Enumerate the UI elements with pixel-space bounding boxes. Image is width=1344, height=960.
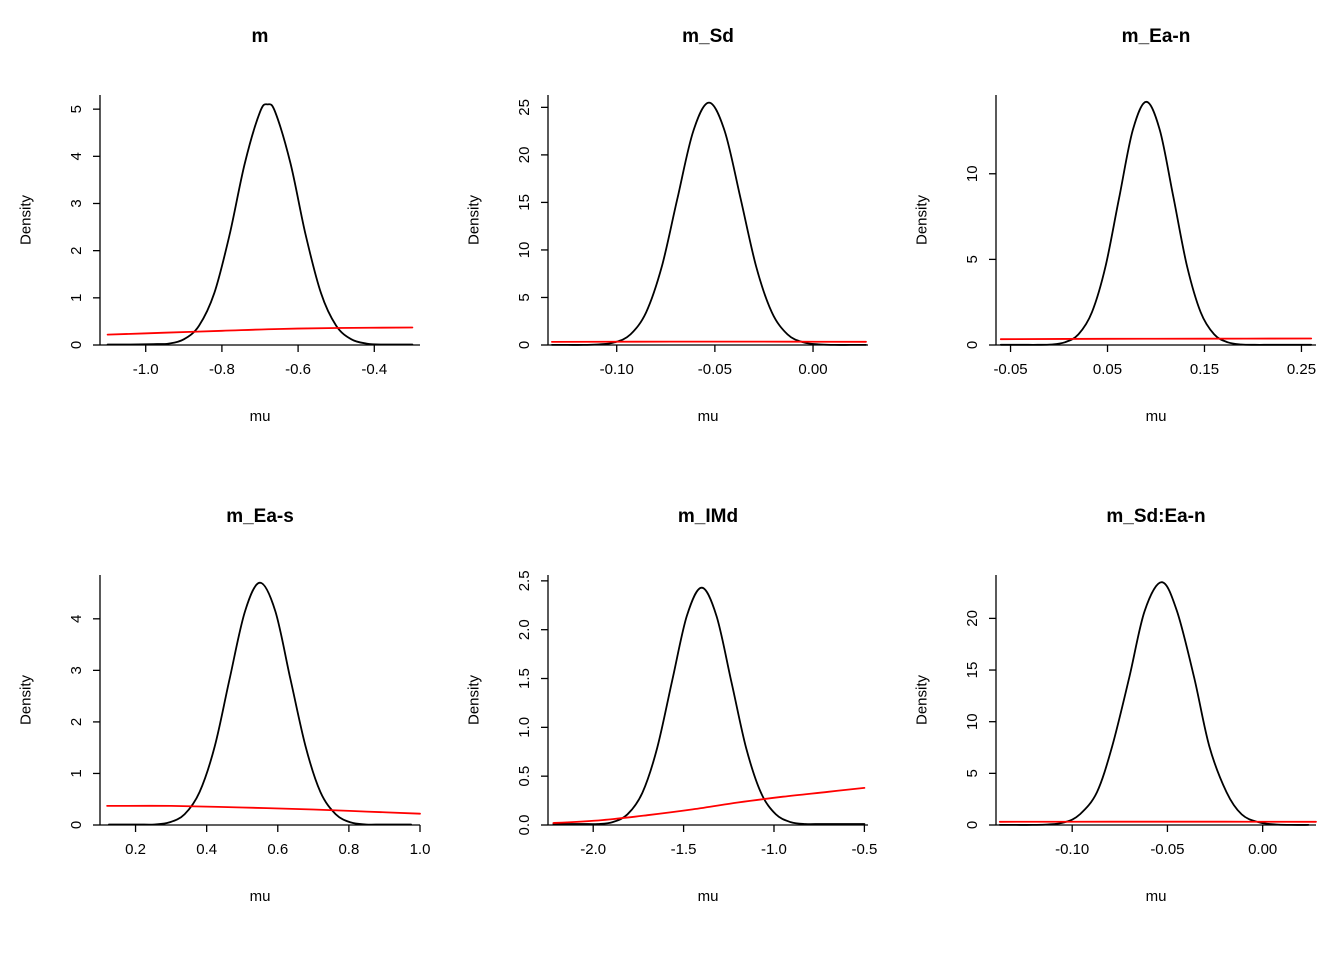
x-tick-label: -0.05	[993, 361, 1027, 378]
x-tick-label: -2.0	[580, 841, 606, 858]
y-axis-label: Density	[465, 194, 483, 246]
y-tick-label: 0	[516, 341, 533, 349]
x-axis-label: mu	[697, 888, 719, 905]
y-tick-label: 5	[964, 769, 981, 777]
x-tick-label: -0.8	[209, 361, 235, 378]
panel-title: m_Ea-s	[226, 506, 294, 527]
y-tick-label: 15	[964, 662, 981, 679]
y-tick-label: 10	[516, 242, 533, 259]
panel-m-imd: m_IMd -2.0 -1.5 -1.0 -0.5 0.0 0.5 1.0 1.5 2.0 2.5…	[448, 480, 896, 960]
x-tick-label: 1.0	[410, 841, 431, 858]
x-axis-label: mu	[697, 408, 719, 425]
x-tick-label: 0.4	[196, 841, 217, 858]
density-plot: -1.0 -0.8 -0.6 -0.4 0 1 2 3 4 5	[68, 95, 420, 378]
y-tick-label: 3	[68, 666, 85, 674]
x-tick-label: -0.05	[1150, 841, 1184, 858]
x-tick-label: 0.05	[1093, 361, 1122, 378]
x-tick-label: -1.0	[133, 361, 159, 378]
panel-title: m	[251, 26, 269, 47]
x-tick-label: -0.10	[600, 361, 634, 378]
y-tick-label: 20	[964, 610, 981, 627]
x-axis-label: mu	[249, 888, 271, 905]
posterior-density-curve	[106, 103, 414, 346]
panel-m: m -1.0 -0.8 -0.6 -0.4 0 1 2 3 4 5 Density mu	[0, 0, 448, 480]
y-tick-label: 2	[68, 718, 85, 726]
posterior-density-curve	[551, 101, 867, 346]
x-tick-label: 0.6	[267, 841, 288, 858]
x-tick-label: -1.0	[761, 841, 787, 858]
x-axis-label: mu	[1145, 888, 1167, 905]
panel-m-ea-s: m_Ea-s 0.2 0.4 0.6 0.8 1.0 0 1 2 3 4 Density mu	[0, 480, 448, 960]
x-tick-label: 0.00	[798, 361, 827, 378]
density-plot: -0.05 0.05 0.15 0.25 0 5 10	[964, 95, 1316, 378]
y-tick-label: 0	[68, 341, 85, 349]
y-tick-label: 1	[68, 294, 85, 302]
panel-title: m_IMd	[677, 506, 739, 527]
y-tick-label: 10	[964, 165, 981, 182]
y-tick-label: 5	[964, 255, 981, 263]
y-tick-label: 5	[68, 105, 85, 113]
x-tick-label: -0.05	[698, 361, 732, 378]
y-axis-label: Density	[17, 194, 35, 246]
x-tick-label: 0.8	[338, 841, 359, 858]
y-tick-label: 4	[68, 152, 85, 160]
panel-title: m_Sd:Ea-n	[1106, 506, 1206, 527]
y-tick-label: 15	[516, 194, 533, 211]
prior-density-curve	[106, 804, 421, 815]
posterior-density-curve	[999, 100, 1313, 346]
y-tick-label: 1.5	[516, 668, 533, 689]
x-tick-label: -0.10	[1055, 841, 1089, 858]
density-plot: 0.2 0.4 0.6 0.8 1.0 0 1 2 3 4	[68, 575, 431, 858]
y-tick-label: 2.5	[516, 570, 533, 591]
y-tick-label: 2	[68, 246, 85, 254]
posterior-density-curve	[998, 581, 1310, 826]
y-axis-label: Density	[17, 674, 35, 726]
y-tick-label: 0.0	[516, 815, 533, 836]
y-tick-label: 3	[68, 199, 85, 207]
x-tick-label: -1.5	[671, 841, 697, 858]
y-tick-label: 4	[68, 615, 85, 623]
y-tick-label: 1	[68, 769, 85, 777]
panel-m-sd: m_Sd -0.10 -0.05 0.00 0 5 10 15 20 25 Density mu	[448, 0, 896, 480]
density-plot: -2.0 -1.5 -1.0 -0.5 0.0 0.5 1.0 1.5 2.0 2.5	[516, 570, 877, 858]
panel-title: m_Sd	[682, 26, 734, 47]
y-tick-label: 0.5	[516, 766, 533, 787]
posterior-density-curve	[108, 581, 412, 826]
x-tick-label: 0.15	[1190, 361, 1219, 378]
y-tick-label: 1.0	[516, 717, 533, 738]
panel-title: m_Ea-n	[1121, 26, 1191, 47]
x-tick-label: 0.2	[125, 841, 146, 858]
y-axis-label: Density	[913, 674, 931, 726]
posterior-density-curve	[552, 586, 866, 826]
x-tick-label: -0.4	[361, 361, 387, 378]
density-plot: -0.10 -0.05 0.00 0 5 10 15 20 25	[516, 95, 868, 378]
y-tick-label: 5	[516, 293, 533, 301]
prior-density-curve	[106, 326, 414, 336]
x-tick-label: 0.00	[1248, 841, 1277, 858]
prior-density-curve	[999, 337, 1313, 341]
x-tick-label: -0.6	[285, 361, 311, 378]
panel-m-ea-n: m_Ea-n -0.05 0.05 0.15 0.25 0 5 10 Density mu	[896, 0, 1344, 480]
density-plot: -0.10 -0.05 0.00 0 5 10 15 20	[964, 575, 1317, 858]
y-tick-label: 0	[68, 821, 85, 829]
x-tick-label: 0.25	[1287, 361, 1316, 378]
y-axis-label: Density	[465, 674, 483, 726]
y-tick-label: 0	[964, 821, 981, 829]
y-tick-label: 0	[964, 341, 981, 349]
y-tick-label: 2.0	[516, 619, 533, 640]
x-tick-label: -0.5	[851, 841, 877, 858]
x-axis-label: mu	[1145, 408, 1167, 425]
y-tick-label: 10	[964, 713, 981, 730]
panel-m-sd-ea-n: m_Sd:Ea-n -0.10 -0.05 0.00 0 5 10 15 20 Density…	[896, 480, 1344, 960]
y-axis-label: Density	[913, 194, 931, 246]
y-tick-label: 20	[516, 147, 533, 164]
y-tick-label: 25	[516, 99, 533, 116]
x-axis-label: mu	[249, 408, 271, 425]
prior-density-curve	[552, 787, 866, 824]
